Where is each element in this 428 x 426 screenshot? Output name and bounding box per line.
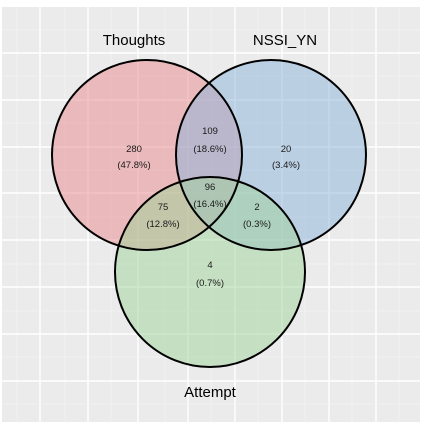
circle-nssi-yn-outline [175, 59, 367, 251]
region-thoughts-attempt-count: 75 [158, 202, 169, 213]
region-thoughts-only-percent: (47.8%) [117, 160, 150, 171]
region-nssi-only-count: 20 [281, 144, 292, 155]
set-label-attempt: Attempt [184, 384, 237, 401]
region-attempt-only-percent: (0.7%) [196, 278, 224, 289]
region-all-three-percent: (16.4%) [193, 199, 226, 210]
region-nssi-only-percent: (3.4%) [272, 160, 300, 171]
region-thoughts-nssi-percent: (18.6%) [193, 144, 226, 155]
region-attempt-only-count: 4 [207, 260, 212, 271]
region-thoughts-attempt-percent: (12.8%) [146, 219, 179, 230]
circle-thoughts-outline [51, 59, 243, 251]
set-label-nssi-yn: NSSI_YN [253, 32, 317, 49]
region-nssi-attempt-count: 2 [254, 202, 259, 213]
circle-attempt-fill [115, 177, 305, 367]
set-label-thoughts: Thoughts [103, 32, 166, 49]
region-thoughts-nssi-count: 109 [202, 126, 218, 137]
region-all-three-count: 96 [205, 182, 216, 193]
circle-attempt-outline [114, 176, 306, 368]
region-nssi-attempt-percent: (0.3%) [243, 219, 271, 230]
region-thoughts-only-count: 280 [126, 144, 142, 155]
